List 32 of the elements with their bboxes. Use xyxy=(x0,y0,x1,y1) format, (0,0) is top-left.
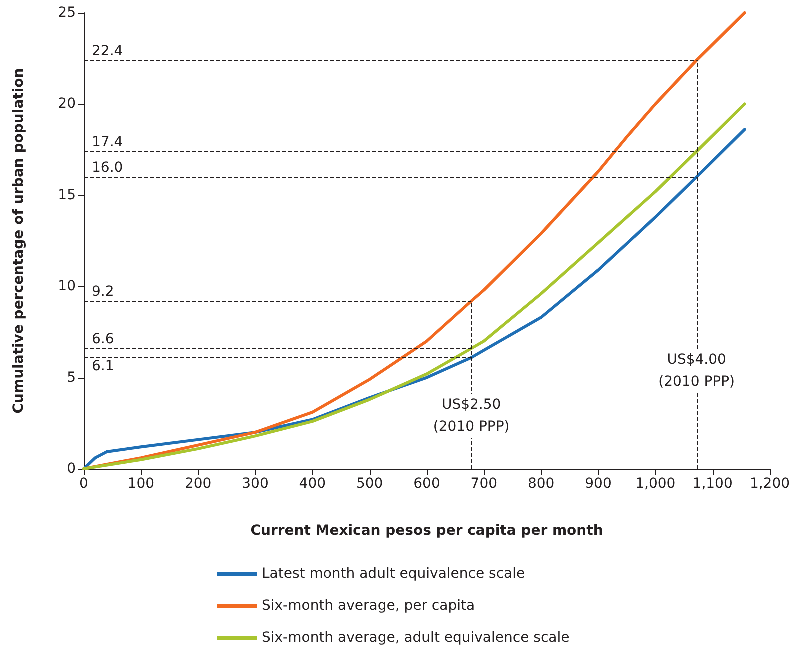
x-tick-label: 800 xyxy=(528,476,555,492)
x-axis-title: Current Mexican pesos per capita per month xyxy=(250,523,604,539)
y-tick-label: 0 xyxy=(67,461,76,477)
ref-line-label: 16.0 xyxy=(92,160,124,176)
x-tick-label: 300 xyxy=(242,476,269,492)
ref-line-label: 22.4 xyxy=(92,43,124,60)
y-tick-label: 15 xyxy=(58,187,76,204)
x-tick-label: 1,200 xyxy=(750,476,790,492)
x-tick-label: 1,000 xyxy=(636,476,676,492)
legend-label: Six-month average, adult equivalence scale xyxy=(262,630,570,646)
legend-label: Six-month average, per capita xyxy=(262,598,476,614)
x-tick-label: 900 xyxy=(585,476,612,492)
ref-line-label: 6.6 xyxy=(92,332,114,348)
legend-label: Latest month adult equivalence scale xyxy=(262,566,526,582)
y-tick-label: 10 xyxy=(58,278,76,295)
ref-line-label: 6.1 xyxy=(92,358,114,375)
x-tick-label: 0 xyxy=(80,476,88,492)
ref-line-label: US$2.50 (2010 PPP) xyxy=(433,397,510,435)
x-tick-label: 600 xyxy=(414,476,440,492)
x-tick-label: 1,100 xyxy=(692,476,733,492)
x-tick-label: 700 xyxy=(470,476,498,492)
x-tick-label: 200 xyxy=(184,476,212,492)
y-tick-label: 20 xyxy=(58,96,76,112)
x-tick-label: 100 xyxy=(128,476,155,492)
y-tick-label: 25 xyxy=(58,5,76,21)
x-tick-label: 500 xyxy=(356,476,384,492)
ref-line-label: US$4.00 (2010 PPP) xyxy=(658,352,735,390)
y-tick-label: 5 xyxy=(67,370,76,386)
x-tick-label: 400 xyxy=(299,476,326,492)
y-axis-title: Cumulative percentage of urban population xyxy=(11,68,27,414)
ref-line-label: 9.2 xyxy=(92,284,114,300)
ref-line-label: 17.4 xyxy=(92,134,124,151)
